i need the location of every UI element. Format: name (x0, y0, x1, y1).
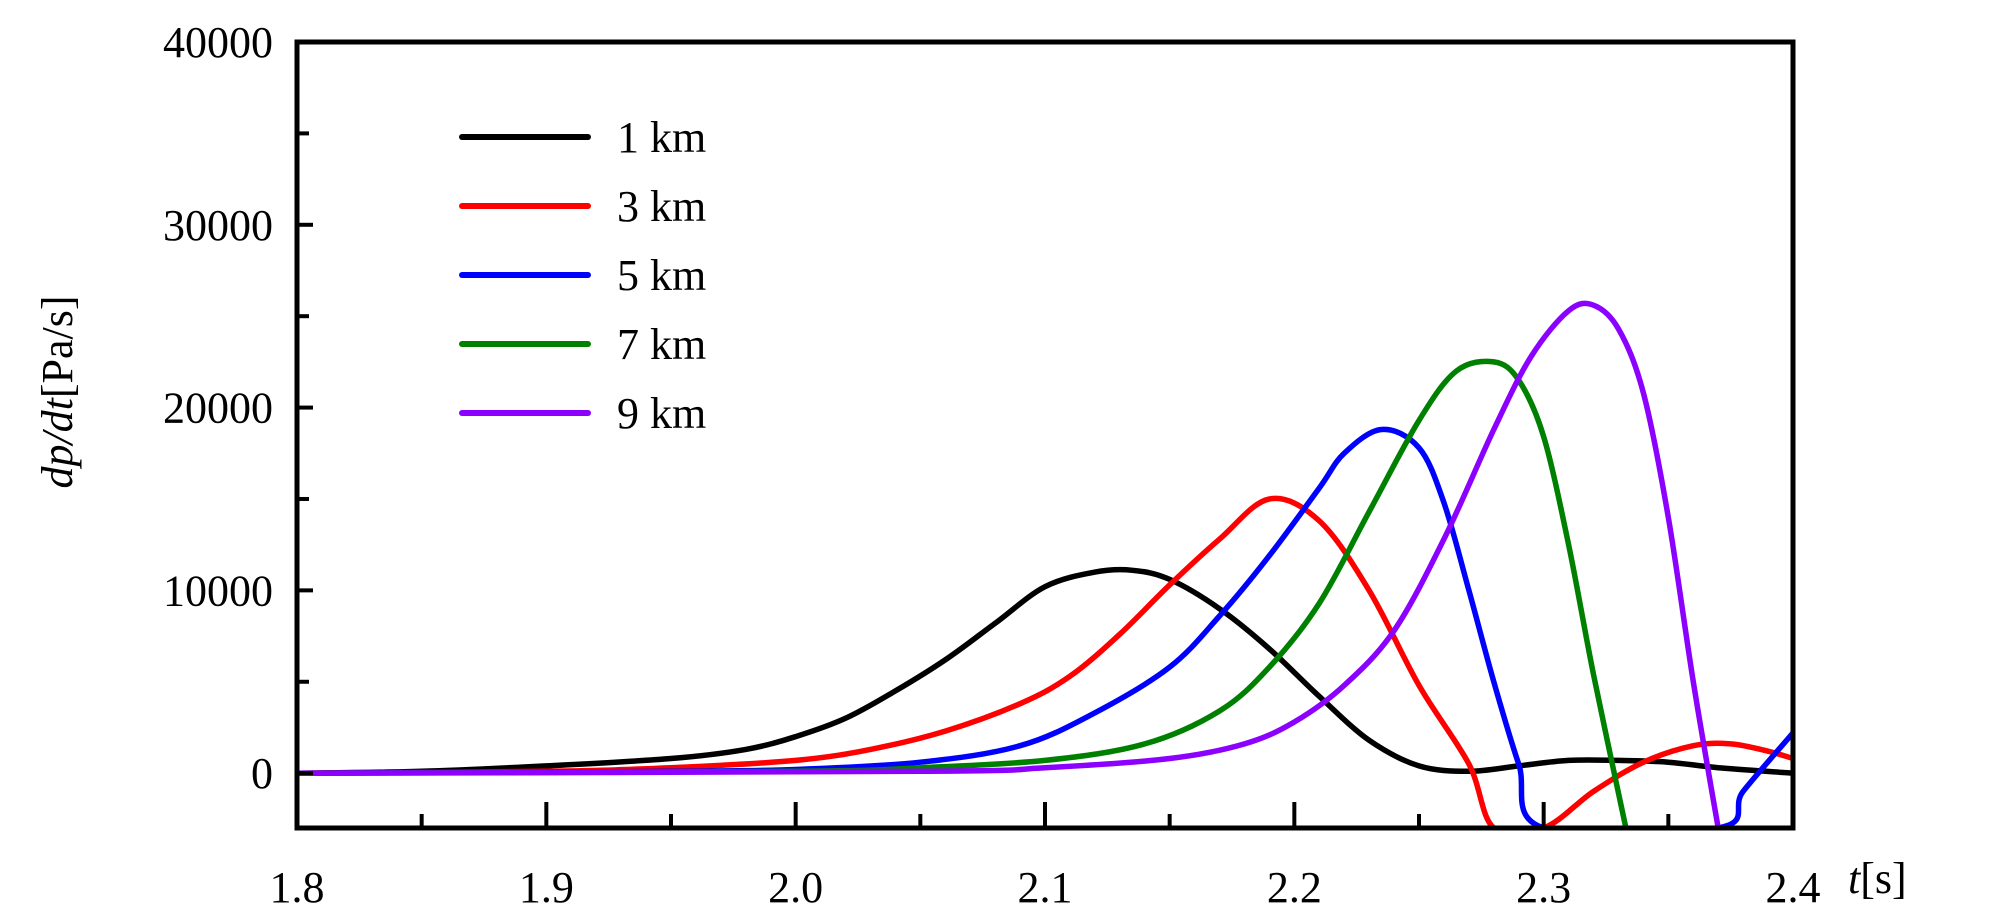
x-axis-label: t[s] (1848, 854, 1907, 903)
x-tick-label: 2.1 (1018, 863, 1073, 912)
y-axis-label-italic: dp/dt (33, 396, 82, 488)
x-axis-label-unit: [s] (1860, 854, 1906, 903)
legend: 1 km 3 km 5 km 7 km 9 km (459, 113, 706, 438)
legend-label-3: 5 km (617, 251, 706, 300)
x-tick-label: 2.3 (1516, 863, 1571, 912)
legend-label-2: 3 km (617, 182, 706, 231)
y-tick-label: 20000 (163, 384, 273, 433)
legend-label-4: 7 km (617, 320, 706, 369)
x-tick-label: 2.4 (1766, 863, 1821, 912)
series-line-1 (297, 566, 1793, 776)
x-tick-label: 2.2 (1267, 863, 1322, 912)
ticks-layer: 0 10000 20000 30000 40000 1.8 1.9 2.0 2.1 2.2 2.3 2… (163, 18, 1821, 912)
series-line-3 (297, 426, 1793, 828)
y-axis-label-unit: [Pa/s] (33, 295, 82, 398)
y-tick-label: 30000 (163, 201, 273, 250)
plot-frame (294, 39, 1796, 831)
y-axis-label: dp/dt[Pa/s] (33, 295, 82, 488)
x-tick-label: 1.8 (270, 863, 325, 912)
x-tick-label: 2.0 (768, 863, 823, 912)
series-layer (297, 300, 1793, 828)
legend-label-5: 9 km (617, 389, 706, 438)
y-tick-label: 0 (251, 749, 273, 798)
x-tick-label: 1.9 (519, 863, 574, 912)
series-line-5 (297, 300, 1721, 828)
legend-label-1: 1 km (617, 113, 706, 162)
y-tick-label: 40000 (163, 18, 273, 67)
series-line-2 (297, 495, 1793, 828)
x-axis-label-italic: t (1848, 854, 1862, 903)
y-tick-label: 10000 (163, 566, 273, 615)
